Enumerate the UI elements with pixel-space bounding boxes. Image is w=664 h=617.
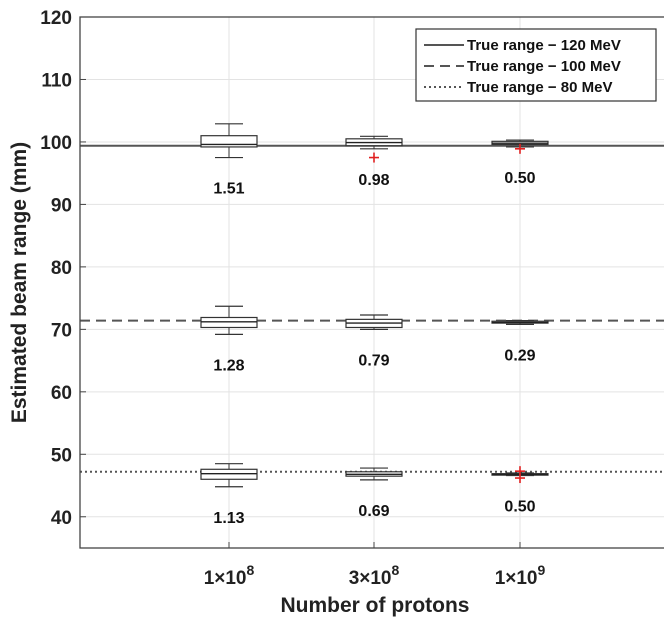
x-axis-label: Number of protons: [281, 594, 470, 617]
box-plot: [345, 314, 403, 330]
y-tick-label: 100: [40, 133, 72, 154]
x-tick-label: 1×108: [204, 562, 255, 589]
box-plots: [200, 123, 549, 488]
outlier-marker: [515, 473, 525, 484]
legend: True range − 120 MeV True range − 100 MeV…: [415, 28, 657, 102]
box-plot: [491, 466, 549, 484]
box-data-label: 1.51: [213, 181, 244, 198]
box-plot: [200, 463, 258, 488]
box-data-label: 0.50: [504, 170, 535, 187]
y-tick-label: 70: [51, 320, 72, 341]
reference-lines: [80, 144, 664, 473]
box-data-label: 1.28: [213, 357, 244, 374]
box-data-label: 0.69: [358, 503, 389, 520]
legend-entry: True range − 120 MeV: [467, 37, 621, 54]
plot-frame: [79, 16, 664, 549]
y-axis-label: Estimated beam range (mm): [8, 142, 31, 423]
x-tick-label: 3×108: [349, 562, 400, 589]
x-axis-ticks: 1×108 3×108 1×109: [204, 542, 546, 589]
y-tick-label: 120: [40, 8, 72, 29]
y-tick-label: 90: [51, 195, 72, 216]
box-data-label: 0.98: [358, 172, 389, 189]
box-data-label: 0.79: [358, 352, 389, 369]
box-data-label: 0.29: [504, 347, 535, 364]
box-plot: [491, 139, 549, 154]
box-plot: [345, 467, 403, 481]
box-plot: [491, 320, 549, 325]
outlier-marker: [369, 152, 379, 163]
box-data-label: 0.50: [504, 499, 535, 516]
y-tick-label: 80: [51, 258, 72, 279]
y-axis-ticks: 40 50 60 70 80 90 100 110 120: [40, 8, 86, 529]
y-tick-label: 50: [51, 445, 72, 466]
x-tick-label: 1×109: [495, 562, 546, 589]
box-iqr: [200, 135, 258, 148]
y-tick-label: 60: [51, 383, 72, 404]
box-plot: [200, 123, 258, 159]
outlier-marker: [515, 143, 525, 154]
box-data-label: 1.13: [213, 510, 244, 527]
y-tick-label: 40: [51, 508, 72, 529]
legend-entry: True range − 80 MeV: [467, 79, 612, 96]
y-tick-label: 110: [41, 70, 72, 91]
data-labels: 1.51 0.98 0.50 1.28 0.79 0.29 1.13 0.69 0.50: [213, 170, 535, 527]
box-plot: [345, 135, 403, 163]
box-plot: [200, 305, 258, 335]
legend-entry: True range − 100 MeV: [467, 58, 621, 75]
